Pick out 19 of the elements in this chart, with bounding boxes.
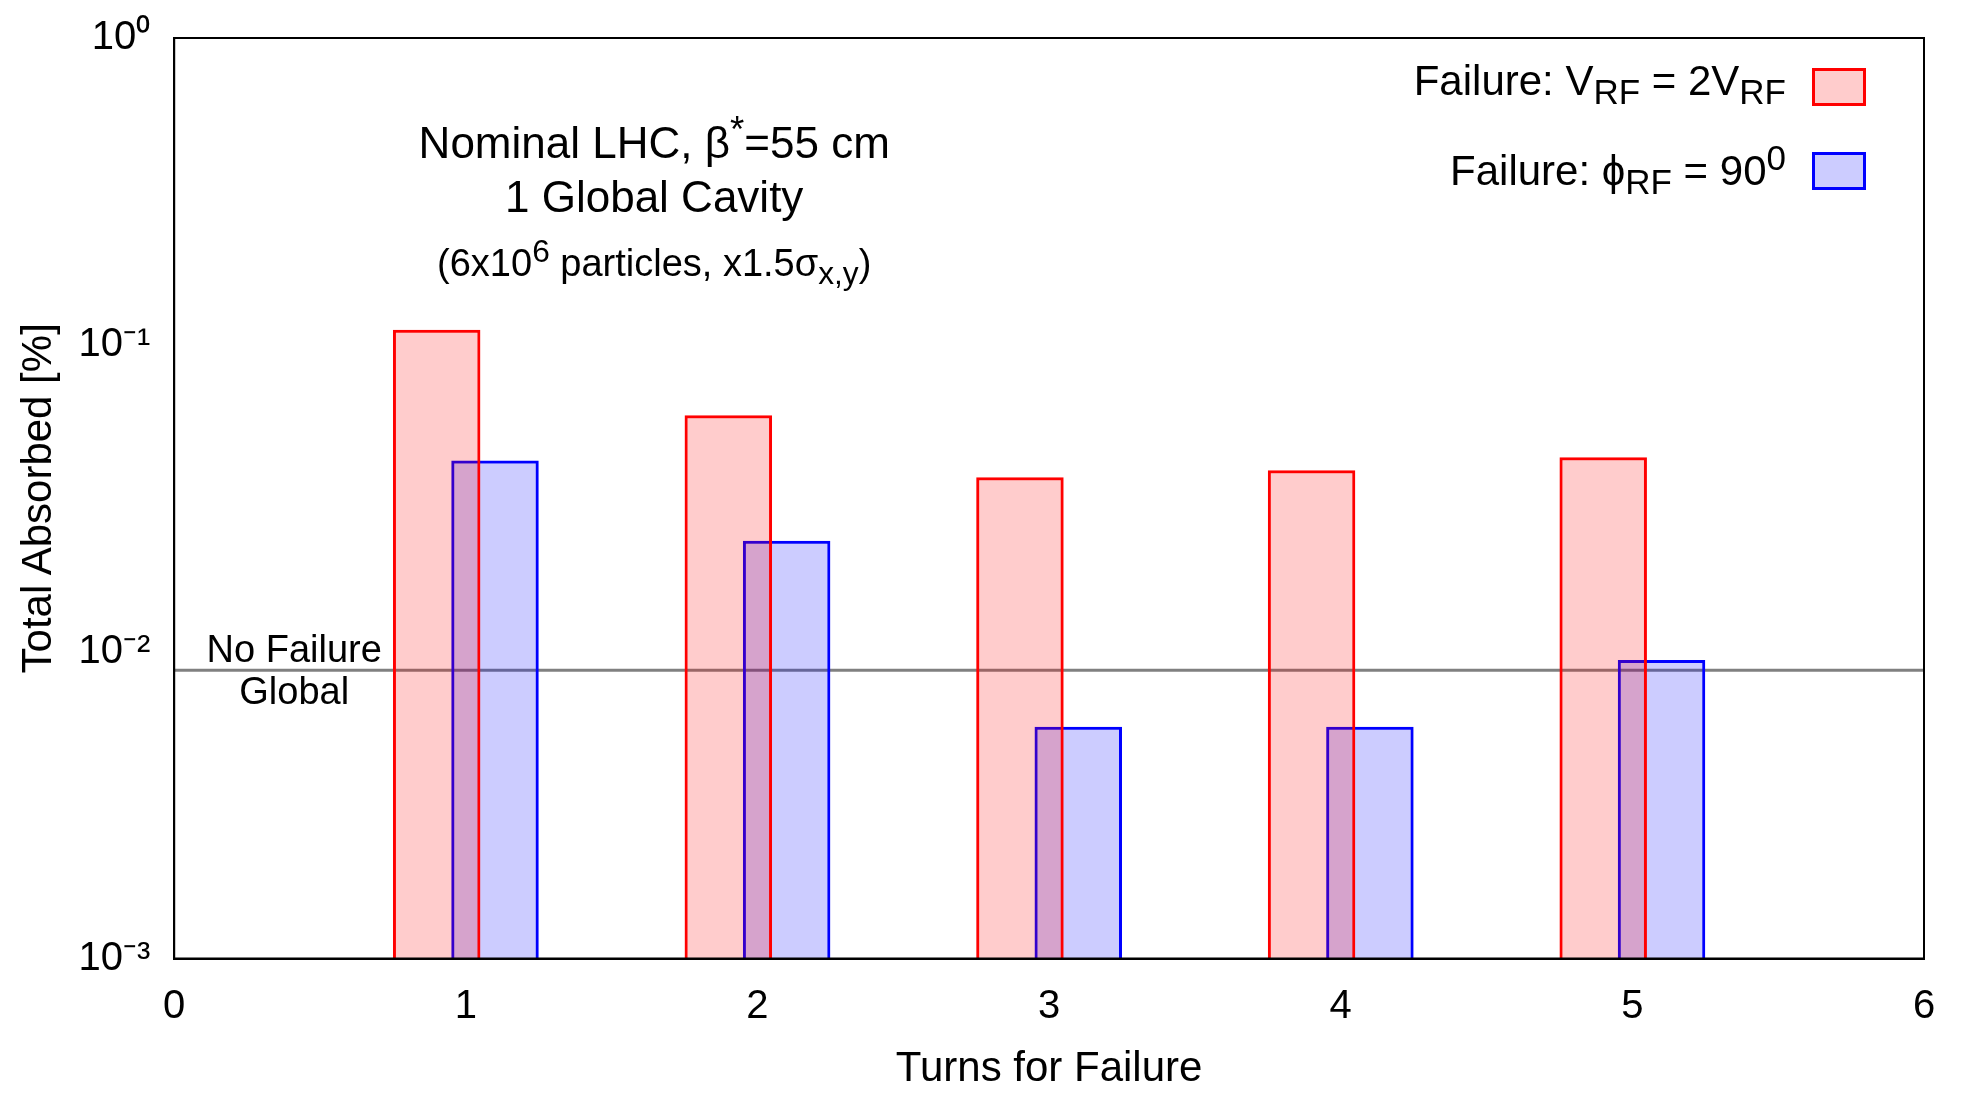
x-tick-label: 3 [1037,981,1061,1026]
y-axis-title: Total Absorbed [%] [12,323,60,674]
y-tick-label: 10⁰ [91,13,151,58]
x-axis-title: Turns for Failure [895,1043,1203,1091]
annotation: (6x10$^{6}$ particles, x1.5σ$_{x,y}$) [436,231,873,293]
x-tick-label: 4 [1329,981,1352,1026]
y-tick-label: 10⁻³ [78,933,151,978]
y-tick-label: 10⁻² [78,626,151,671]
x-tick-label: 5 [1621,981,1644,1026]
legend-label: Failure: ϕ$_{RF}$ = 90$^{0}$ [1450,137,1786,204]
x-tick-label: 6 [1912,981,1936,1026]
annotation: 1 Global Cavity [504,170,805,223]
annotation: Nominal LHC, β$^{*}$=55 cm [417,108,891,169]
ref-line-label: No Failure Global [205,628,383,713]
y-tick-label: 10⁻¹ [78,319,151,364]
legend-label: Failure: V$_{RF}$ = 2V$_{RF}$ [1413,56,1786,114]
x-tick-label: 0 [163,981,186,1026]
x-tick-label: 1 [454,981,477,1026]
x-tick-label: 2 [746,981,769,1026]
